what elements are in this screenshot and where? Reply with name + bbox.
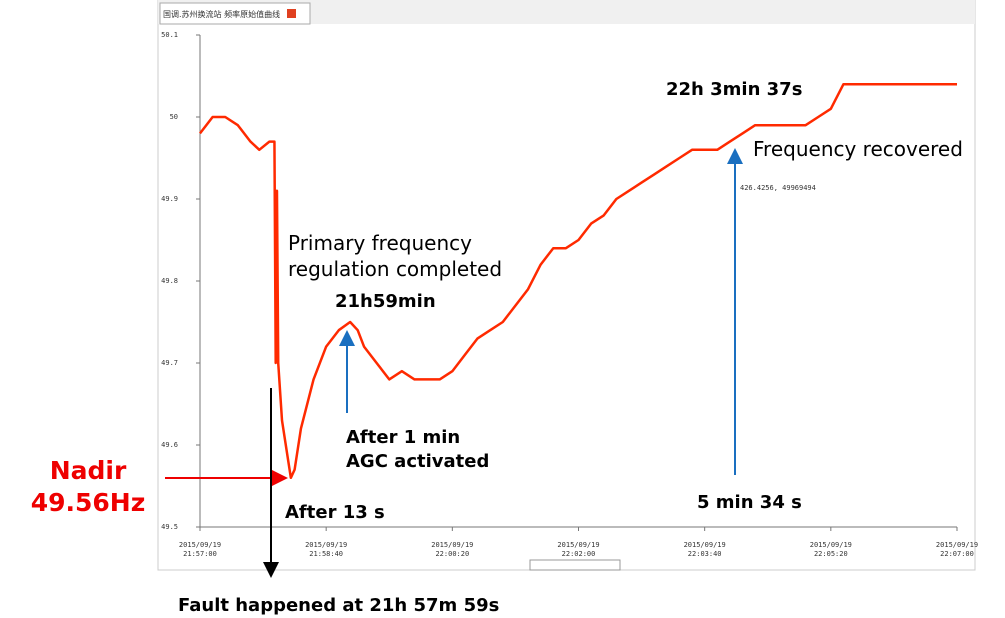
x-tick-label: 2015/09/19 22:05:20 bbox=[809, 541, 852, 558]
nadir-label: Nadir 49.56Hz bbox=[30, 456, 146, 517]
cursor-readout: 426.4256, 49969494 bbox=[740, 184, 816, 192]
tab[interactable] bbox=[159, 2, 311, 25]
x-tick-label: 2015/09/19 22:00:20 bbox=[431, 541, 474, 558]
annotation: 22h 3min 37s bbox=[666, 79, 803, 100]
annotation: After 13 s bbox=[285, 502, 385, 523]
annotation: Primary frequency regulation completed bbox=[288, 231, 503, 281]
window bbox=[157, 0, 976, 571]
y-tick-label: 49.6 bbox=[161, 441, 178, 449]
annotation: 5 min 34 s bbox=[697, 492, 802, 513]
annotation: After 1 min AGC activated bbox=[346, 427, 490, 472]
legend-box bbox=[529, 559, 621, 571]
x-tick-label: 2015/09/19 22:03:40 bbox=[683, 541, 726, 558]
x-tick-label: 2015/09/19 21:57:00 bbox=[178, 541, 222, 558]
x-tick-label: 2015/09/19 21:58:40 bbox=[305, 541, 348, 558]
annotation: Fault happened at 21h 57m 59s bbox=[178, 595, 500, 616]
y-tick-label: 50.1 bbox=[161, 31, 178, 39]
tab-title: 国调.苏州换流站 频率原始值曲线 bbox=[163, 9, 280, 19]
x-tick-label: 2015/09/19 22:07:00 bbox=[935, 541, 979, 558]
annotation: Frequency recovered bbox=[753, 137, 963, 161]
y-tick-label: 50 bbox=[170, 113, 178, 121]
y-tick-label: 49.7 bbox=[161, 359, 178, 367]
close-icon[interactable] bbox=[287, 9, 296, 18]
frequency-line bbox=[199, 82, 957, 480]
annotation: 21h59min bbox=[335, 291, 436, 312]
y-tick-label: 49.9 bbox=[161, 195, 178, 203]
y-tick-label: 49.5 bbox=[161, 523, 178, 531]
y-tick-label: 49.8 bbox=[161, 277, 178, 285]
x-tick-label: 2015/09/19 22:02:00 bbox=[557, 541, 600, 558]
